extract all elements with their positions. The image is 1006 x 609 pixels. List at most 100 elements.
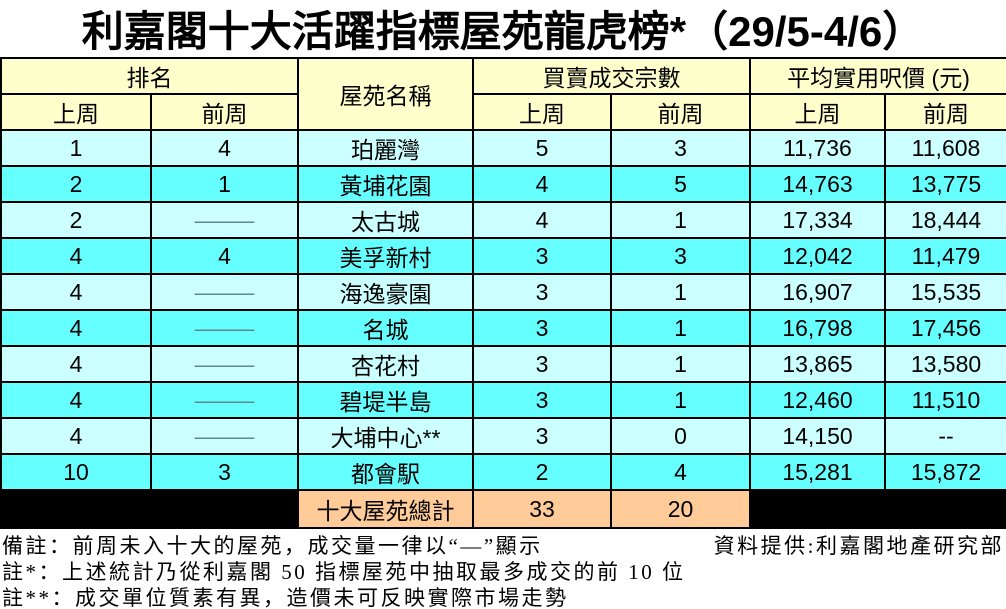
sub-header-rank-prevweek: 前周 xyxy=(150,93,299,131)
tx-prevweek-cell: 0 xyxy=(610,417,751,455)
price-lastweek-cell: 17,334 xyxy=(749,201,886,239)
estate-name-cell: 美孚新村 xyxy=(297,237,474,275)
estate-name-cell: 都會駅 xyxy=(297,453,474,491)
price-prevweek-cell: 11,510 xyxy=(884,381,1006,419)
tx-lastweek-cell: 3 xyxy=(472,417,612,455)
estate-row: 10 3 都會駅 2 4 15,281 15,872 xyxy=(0,453,1006,491)
tx-lastweek-cell: 3 xyxy=(472,381,612,419)
price-lastweek-cell: 16,798 xyxy=(749,309,886,347)
col-header-estate: 屋苑名稱 xyxy=(297,57,474,131)
footnotes: 備註：前周未入十大的屋苑，成交量一律以“—”顯示 資料提供:利嘉閣地產研究部 註… xyxy=(0,529,1006,609)
rank-lastweek-cell: 4 xyxy=(0,345,152,383)
rank-prevweek-cell: — xyxy=(150,201,299,239)
footnote-line-1: 備註：前周未入十大的屋苑，成交量一律以“—”顯示 資料提供:利嘉閣地產研究部 xyxy=(2,533,1004,559)
rank-lastweek-cell: 4 xyxy=(0,417,152,455)
rank-prevweek-cell: 1 xyxy=(150,165,299,203)
tx-prevweek-cell: 1 xyxy=(610,381,751,419)
price-lastweek-cell: 16,907 xyxy=(749,273,886,311)
sub-header-price-lastweek: 上周 xyxy=(749,93,886,131)
not-ranked-dash: — xyxy=(194,386,255,413)
price-prevweek-cell: 15,872 xyxy=(884,453,1006,491)
sub-header-tx-prevweek: 前周 xyxy=(610,93,751,131)
sub-header-tx-lastweek: 上周 xyxy=(472,93,612,131)
col-header-rank: 排名 xyxy=(0,57,299,95)
estate-row: 4 — 杏花村 3 1 13,865 13,580 xyxy=(0,345,1006,383)
estate-name-cell: 大埔中心** xyxy=(297,417,474,455)
estate-row: 1 4 珀麗灣 5 3 11,736 11,608 xyxy=(0,129,1006,167)
rank-prevweek-cell: — xyxy=(150,345,299,383)
tx-prevweek-cell: 3 xyxy=(610,237,751,275)
rank-lastweek-cell: 4 xyxy=(0,273,152,311)
sub-header-row: 上周 前周 上周 前周 上周 前周 xyxy=(0,93,1006,131)
page-title: 利嘉閣十大活躍指標屋苑龍虎榜*（29/5-4/6） xyxy=(81,8,925,55)
estate-row: 4 — 名城 3 1 16,798 17,456 xyxy=(0,309,1006,347)
not-ranked-dash: — xyxy=(194,422,255,449)
price-lastweek-cell: 15,281 xyxy=(749,453,886,491)
tx-prevweek-cell: 1 xyxy=(610,309,751,347)
price-prevweek-cell: 11,608 xyxy=(884,129,1006,167)
sub-header-rank-lastweek: 上周 xyxy=(0,93,152,131)
col-header-transactions: 買賣成交宗數 xyxy=(472,57,751,95)
price-prevweek-cell: 11,479 xyxy=(884,237,1006,275)
rank-prevweek-cell: 4 xyxy=(150,129,299,167)
rank-prevweek-cell: — xyxy=(150,417,299,455)
estate-row: 4 — 海逸豪園 3 1 16,907 15,535 xyxy=(0,273,1006,311)
price-lastweek-cell: 14,150 xyxy=(749,417,886,455)
footnote-remark: 備註：前周未入十大的屋苑，成交量一律以“—”顯示 xyxy=(2,534,543,558)
estate-name-cell: 碧堤半島 xyxy=(297,381,474,419)
estate-row: 2 — 太古城 4 1 17,334 18,444 xyxy=(0,201,1006,239)
estate-name-cell: 黃埔花園 xyxy=(297,165,474,203)
total-tx-prevweek: 20 xyxy=(610,489,751,529)
price-prevweek-cell: 18,444 xyxy=(884,201,1006,239)
data-source-credit: 資料提供:利嘉閣地產研究部 xyxy=(713,534,1004,558)
tx-prevweek-cell: 1 xyxy=(610,273,751,311)
col-header-price: 平均實用呎價 (元) xyxy=(749,57,1006,95)
price-lastweek-cell: 11,736 xyxy=(749,129,886,167)
tx-lastweek-cell: 2 xyxy=(472,453,612,491)
rank-lastweek-cell: 2 xyxy=(0,165,152,203)
tx-lastweek-cell: 4 xyxy=(472,165,612,203)
tx-lastweek-cell: 5 xyxy=(472,129,612,167)
price-lastweek-cell: 13,865 xyxy=(749,345,886,383)
rank-lastweek-cell: 10 xyxy=(0,453,152,491)
estate-name-cell: 杏花村 xyxy=(297,345,474,383)
tx-lastweek-cell: 3 xyxy=(472,309,612,347)
group-header-row: 排名 屋苑名稱 買賣成交宗數 平均實用呎價 (元) xyxy=(0,57,1006,131)
price-prevweek-cell: 15,535 xyxy=(884,273,1006,311)
tx-prevweek-cell: 4 xyxy=(610,453,751,491)
price-prevweek-cell: -- xyxy=(884,417,1006,455)
total-row: 十大屋苑總計 33 20 xyxy=(0,489,1006,529)
tx-lastweek-cell: 3 xyxy=(472,345,612,383)
rank-lastweek-cell: 2 xyxy=(0,201,152,239)
estate-row: 2 1 黃埔花園 4 5 14,763 13,775 xyxy=(0,165,1006,203)
estate-row: 4 4 美孚新村 3 3 12,042 11,479 xyxy=(0,237,1006,275)
price-lastweek-cell: 12,042 xyxy=(749,237,886,275)
estate-name-cell: 名城 xyxy=(297,309,474,347)
total-filler-right xyxy=(749,489,1006,529)
top-ten-estates-table: 排名 屋苑名稱 買賣成交宗數 平均實用呎價 (元) 上周 前周 上周 前周 上周… xyxy=(0,57,1006,529)
estate-name-cell: 太古城 xyxy=(297,201,474,239)
price-prevweek-cell: 13,775 xyxy=(884,165,1006,203)
not-ranked-dash: — xyxy=(194,314,255,341)
tx-prevweek-cell: 5 xyxy=(610,165,751,203)
estate-row: 4 — 大埔中心** 3 0 14,150 -- xyxy=(0,417,1006,455)
tx-prevweek-cell: 3 xyxy=(610,129,751,167)
price-lastweek-cell: 12,460 xyxy=(749,381,886,419)
tx-lastweek-cell: 3 xyxy=(472,273,612,311)
price-prevweek-cell: 17,456 xyxy=(884,309,1006,347)
price-prevweek-cell: 13,580 xyxy=(884,345,1006,383)
rank-prevweek-cell: — xyxy=(150,309,299,347)
sub-header-price-prevweek: 前周 xyxy=(884,93,1006,131)
total-filler-left xyxy=(0,489,299,529)
rank-prevweek-cell: — xyxy=(150,273,299,311)
tx-prevweek-cell: 1 xyxy=(610,201,751,239)
not-ranked-dash: — xyxy=(194,278,255,305)
total-tx-lastweek: 33 xyxy=(472,489,612,529)
estate-name-cell: 珀麗灣 xyxy=(297,129,474,167)
total-label: 十大屋苑總計 xyxy=(297,489,474,529)
not-ranked-dash: — xyxy=(194,350,255,377)
rank-prevweek-cell: 3 xyxy=(150,453,299,491)
footnote-star: 註*：上述統計乃從利嘉閣 50 指標屋苑中抽取最多成交的前 10 位 xyxy=(2,560,686,584)
rank-lastweek-cell: 4 xyxy=(0,309,152,347)
